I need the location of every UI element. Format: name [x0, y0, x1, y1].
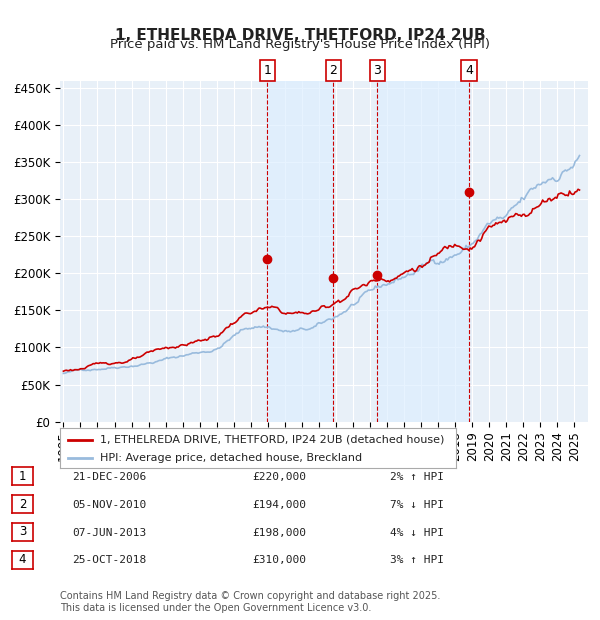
Bar	[377, 81, 469, 422]
Text: 7% ↓ HPI: 7% ↓ HPI	[390, 500, 444, 510]
Text: 2: 2	[329, 64, 337, 77]
Text: £310,000: £310,000	[252, 556, 306, 565]
Text: 21-DEC-2006: 21-DEC-2006	[72, 472, 146, 482]
Text: 1: 1	[19, 470, 26, 482]
Text: 05-NOV-2010: 05-NOV-2010	[72, 500, 146, 510]
Text: £198,000: £198,000	[252, 528, 306, 538]
Text: 1, ETHELREDA DRIVE, THETFORD, IP24 2UB (detached house): 1, ETHELREDA DRIVE, THETFORD, IP24 2UB (…	[100, 435, 444, 445]
Text: 4: 4	[19, 554, 26, 566]
Text: 3: 3	[374, 64, 382, 77]
Text: 3: 3	[19, 526, 26, 538]
Text: Price paid vs. HM Land Registry's House Price Index (HPI): Price paid vs. HM Land Registry's House …	[110, 38, 490, 51]
Text: Contains HM Land Registry data © Crown copyright and database right 2025.
This d: Contains HM Land Registry data © Crown c…	[60, 591, 440, 613]
Text: 25-OCT-2018: 25-OCT-2018	[72, 556, 146, 565]
Bar	[267, 81, 333, 422]
Text: 3% ↑ HPI: 3% ↑ HPI	[390, 556, 444, 565]
Text: 1: 1	[263, 64, 271, 77]
Text: 4: 4	[465, 64, 473, 77]
Text: HPI: Average price, detached house, Breckland: HPI: Average price, detached house, Brec…	[100, 453, 362, 463]
Text: 1, ETHELREDA DRIVE, THETFORD, IP24 2UB: 1, ETHELREDA DRIVE, THETFORD, IP24 2UB	[115, 28, 485, 43]
Text: 4% ↓ HPI: 4% ↓ HPI	[390, 528, 444, 538]
Text: 07-JUN-2013: 07-JUN-2013	[72, 528, 146, 538]
Text: £220,000: £220,000	[252, 472, 306, 482]
Text: £194,000: £194,000	[252, 500, 306, 510]
Text: 2% ↑ HPI: 2% ↑ HPI	[390, 472, 444, 482]
Text: 2: 2	[19, 498, 26, 510]
